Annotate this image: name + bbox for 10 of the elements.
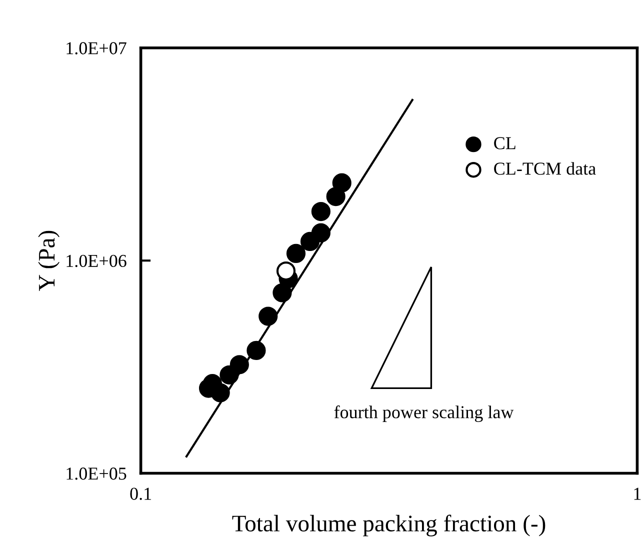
x-tick-label: 0.1: [130, 488, 152, 500]
y-tick-label: 1.0E+05: [66, 468, 126, 480]
annotation: fourth power scaling law: [334, 405, 514, 422]
x-tick-label: 1: [634, 488, 641, 500]
legend-label: CL-TCM data: [494, 162, 596, 175]
y-axis-title: Y (Pa): [38, 230, 60, 292]
x-axis-title: Total volume packing fraction (-): [232, 514, 546, 536]
y-tick-label: 1.0E+07: [66, 42, 126, 54]
y-tick-label: 1.0E+06: [66, 254, 126, 268]
legend-label: CL: [494, 137, 516, 150]
